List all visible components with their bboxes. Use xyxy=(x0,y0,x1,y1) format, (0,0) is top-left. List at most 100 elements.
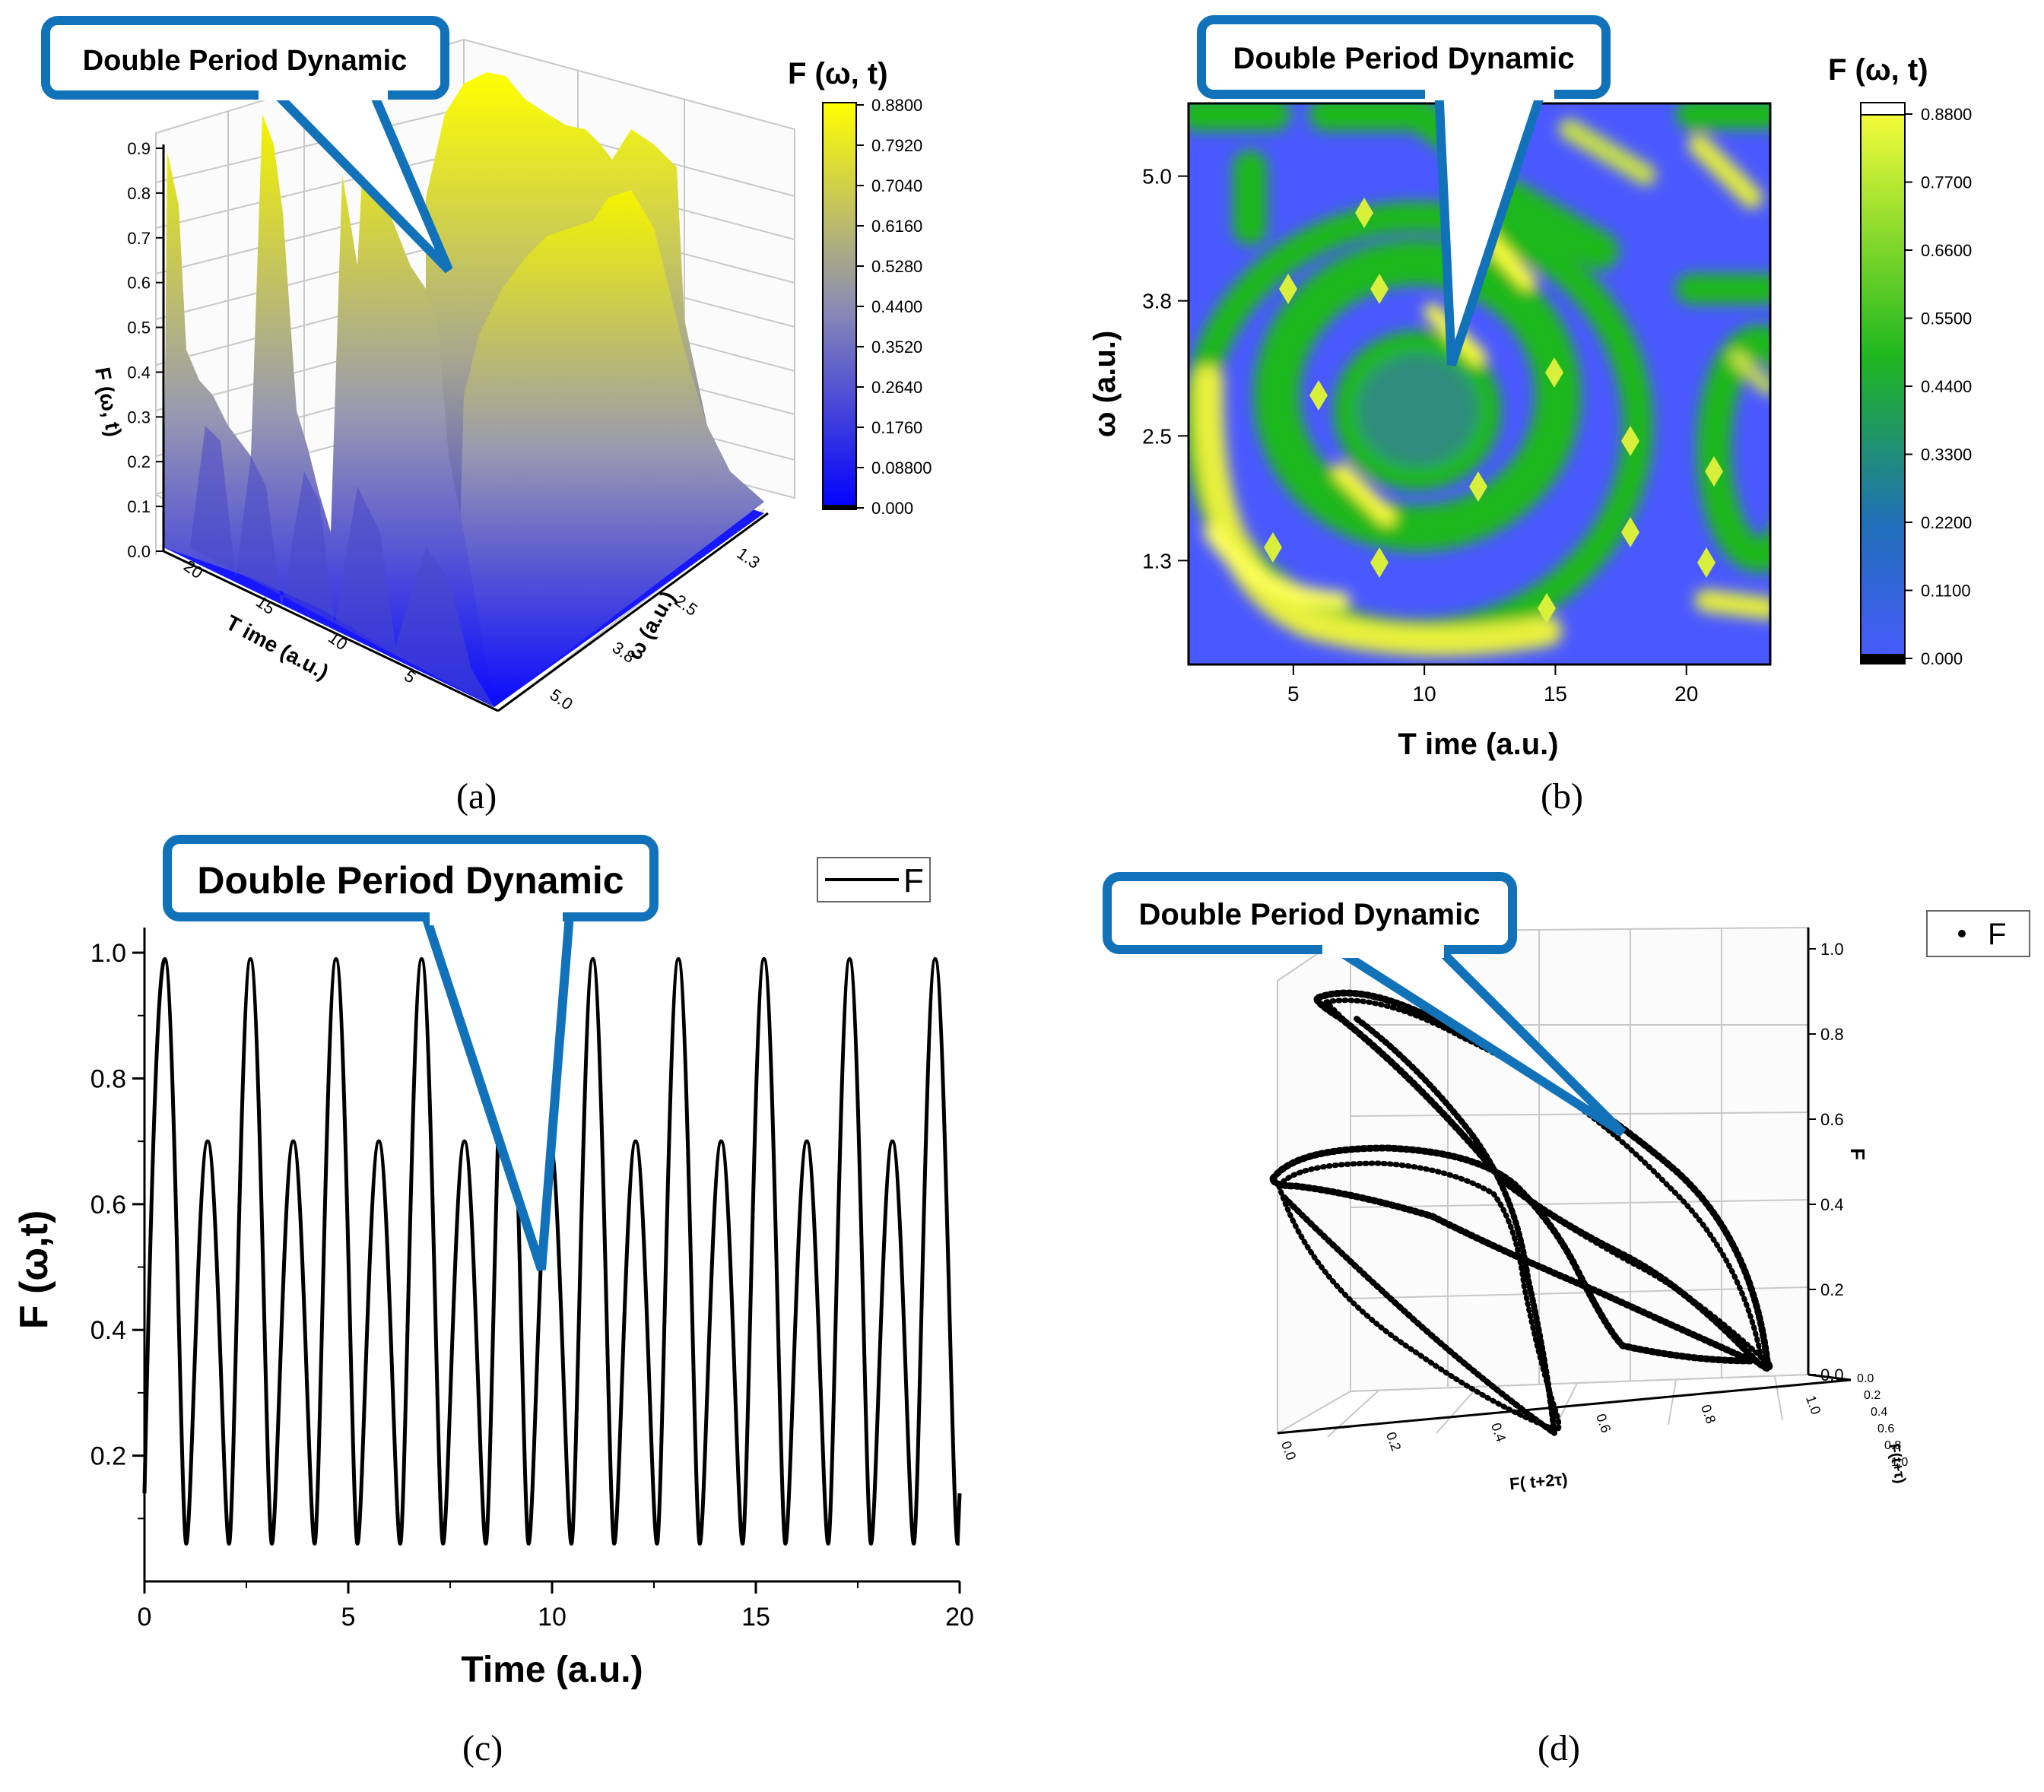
time-tick-label: 5 xyxy=(401,666,419,687)
colorbar-gradient xyxy=(1860,102,1906,664)
x-tick-label: 15 xyxy=(741,1603,770,1632)
box-walls xyxy=(1277,926,1852,1438)
y-tick-label: 0.4 xyxy=(1871,1406,1887,1419)
y-ticks: 0.0 0.2 0.4 0.6 0.8 1.0 xyxy=(1857,1372,1908,1469)
z-tick-label: 0.5 xyxy=(127,319,151,338)
caption-d: (d) xyxy=(1538,1728,1580,1768)
panel-b: 5 10 15 20 5.0 3.8 2.5 1.3 T ime (a.u.) ω (a.u… xyxy=(1022,0,2044,829)
z-tick-label: 0.2 xyxy=(1820,1280,1844,1299)
y-axis-title: ω (a.u.) xyxy=(1088,331,1122,437)
x-tick-label: 0.6 xyxy=(1593,1412,1614,1435)
callout-label: Double Period Dynamic xyxy=(1139,898,1481,931)
colorbar-tick-label: 0.7040 xyxy=(871,176,922,195)
x-tick-label: 10 xyxy=(1413,682,1436,706)
y-tick-label: 0.2 xyxy=(1864,1389,1881,1402)
y-tick-label: 0.6 xyxy=(90,1191,126,1220)
x-tick-label: 0.8 xyxy=(1698,1403,1719,1426)
heatmap-chart: 5 10 15 20 5.0 3.8 2.5 1.3 T ime (a.u.) ω (a.u… xyxy=(1088,15,1972,761)
x-ticks: 0 5 10 15 20 xyxy=(138,1581,974,1632)
x-tick-label: 10 xyxy=(538,1603,567,1632)
callout-label: Double Period Dynamic xyxy=(1233,42,1575,75)
colorbar-b: 0.8800 0.7700 0.6600 0.5500 0.4400 0.3300 0.22… xyxy=(1828,53,1972,668)
x-tick-label: 0.0 xyxy=(1278,1439,1299,1462)
z-tick-label: 0.4 xyxy=(127,363,151,382)
legend-label: F xyxy=(1988,918,2006,951)
x-tick-label: 1.0 xyxy=(1803,1394,1823,1416)
colorbar-top-band xyxy=(1860,102,1906,116)
y-tick-label: 5.0 xyxy=(1142,165,1172,189)
colorbar-tick-label: 0.2640 xyxy=(871,378,922,397)
omega-tick-label: 5.0 xyxy=(547,685,576,714)
colorbar-tick-label: 0.3520 xyxy=(871,338,922,357)
time-axis-title: T ime (a.u.) xyxy=(222,611,332,684)
y-tick-label: 2.5 xyxy=(1142,424,1172,448)
x-tick-label: 5 xyxy=(341,1603,356,1632)
panel-d: 0.0 0.2 0.4 0.6 0.8 1.0 0.0 0.2 0.4 0.6 0.8 1.0 0.… xyxy=(1022,829,2044,1792)
z-tick-label: 0.0 xyxy=(1820,1365,1844,1384)
z-ticks: 0.0 0.1 0.2 0.3 0.4 0.5 0.6 0.7 0.8 0.9 xyxy=(127,139,163,561)
callout-b: Double Period Dynamic xyxy=(1197,15,1611,366)
z-axis-title: F (ω, t) xyxy=(90,366,126,439)
y-axis-title: F(t+τ) xyxy=(1885,1442,1909,1485)
x-tick-label: 0.4 xyxy=(1488,1421,1509,1444)
colorbar-tick-label: 0.4400 xyxy=(1921,377,1972,396)
legend-label: F xyxy=(903,862,924,899)
panel-a: 0.0 0.1 0.2 0.3 0.4 0.5 0.6 0.7 0.8 0.9 20 15 10 5 1… xyxy=(0,0,1022,829)
loop-inner xyxy=(1269,1144,1754,1365)
z-tick-label: 0.4 xyxy=(1820,1195,1844,1214)
colorbar-tick-label: 0.3300 xyxy=(1921,446,1972,465)
y-tick-label: 0.8 xyxy=(1884,1439,1901,1452)
colorbar-tick-label: 0.5280 xyxy=(871,257,922,276)
y-tick-label: 1.3 xyxy=(1142,549,1172,572)
z-tick-label: 0.3 xyxy=(127,408,151,427)
legend-c: F xyxy=(817,857,931,902)
y-tick-label: 1.0 xyxy=(90,939,126,968)
colorbar-tick-label: 0.4400 xyxy=(871,297,922,316)
callout-c: Double Period Dynamic xyxy=(163,835,659,1271)
heatmap-diamonds xyxy=(1264,198,1723,623)
z-tick-label: 0.1 xyxy=(127,497,151,516)
axes-d xyxy=(1277,928,1852,1435)
z-ticks: 0.0 0.2 0.4 0.6 0.8 1.0 xyxy=(1808,940,1844,1384)
colorbar-zero-band xyxy=(1861,654,1905,664)
colorbar-ticks: 0.8800 0.7920 0.7040 0.6160 0.5280 0.4400 0.35… xyxy=(856,96,932,518)
callout-d: Double Period Dynamic xyxy=(1103,872,1627,1137)
caption-b: (b) xyxy=(1541,776,1583,817)
callout-a: Double Period Dynamic xyxy=(41,16,453,274)
y-tick-label: 0.4 xyxy=(90,1316,126,1345)
colorbar-tick-label: 0.5500 xyxy=(1921,309,1972,328)
panel-c: 0 5 10 15 20 0.2 0.4 0.6 0.8 1.0 Time (a.u.) F (… xyxy=(0,829,1022,1792)
z-tick-label: 0.7 xyxy=(127,229,151,248)
x-tick-label: 5 xyxy=(1287,682,1300,706)
colorbar-tick-label: 0.08800 xyxy=(871,458,932,477)
z-tick-label: 0.6 xyxy=(127,274,151,293)
y-tick-label: 0.0 xyxy=(1857,1372,1874,1385)
z-tick-label: 0.2 xyxy=(127,452,151,471)
y-tick-label: 0.6 xyxy=(1877,1422,1894,1435)
colorbar-title: F (ω, t) xyxy=(1828,53,1928,87)
legend-d: F xyxy=(1926,910,2030,957)
colorbar-tick-label: 0.1760 xyxy=(871,418,922,437)
colorbar-tick-label: 0.8800 xyxy=(871,96,922,115)
colorbar-tick-label: 0.8800 xyxy=(1921,105,1972,124)
x-tick-label: 15 xyxy=(1544,682,1567,706)
colorbar-zero-band xyxy=(823,505,856,509)
y-tick-label: 1.0 xyxy=(1891,1456,1908,1469)
x-tick-label: 0 xyxy=(138,1603,152,1632)
colorbar-tick-label: 0.6600 xyxy=(1921,241,1972,260)
x-axis-title: T ime (a.u.) xyxy=(1398,728,1558,761)
z-tick-label: 0.8 xyxy=(127,184,151,203)
z-tick-label: 0.9 xyxy=(127,139,151,158)
line-chart: 0 5 10 15 20 0.2 0.4 0.6 0.8 1.0 Time (a.u.) F (… xyxy=(12,835,974,1690)
z-tick-label: 0.0 xyxy=(127,542,151,561)
colorbar-tick-label: 0.7700 xyxy=(1921,173,1972,192)
x-axis-title: F( t+2τ) xyxy=(1509,1470,1568,1494)
colorbar-tick-label: 0.1100 xyxy=(1921,582,1971,601)
legend-marker xyxy=(1958,930,1966,937)
omega-tick-label: 1.3 xyxy=(734,544,763,572)
x-tick-label: 20 xyxy=(945,1603,974,1632)
colorbar-tick-label: 0.000 xyxy=(1921,649,1963,668)
colorbar-tick-label: 0.7920 xyxy=(871,136,922,155)
colorbar-tick-label: 0.6160 xyxy=(871,217,922,236)
